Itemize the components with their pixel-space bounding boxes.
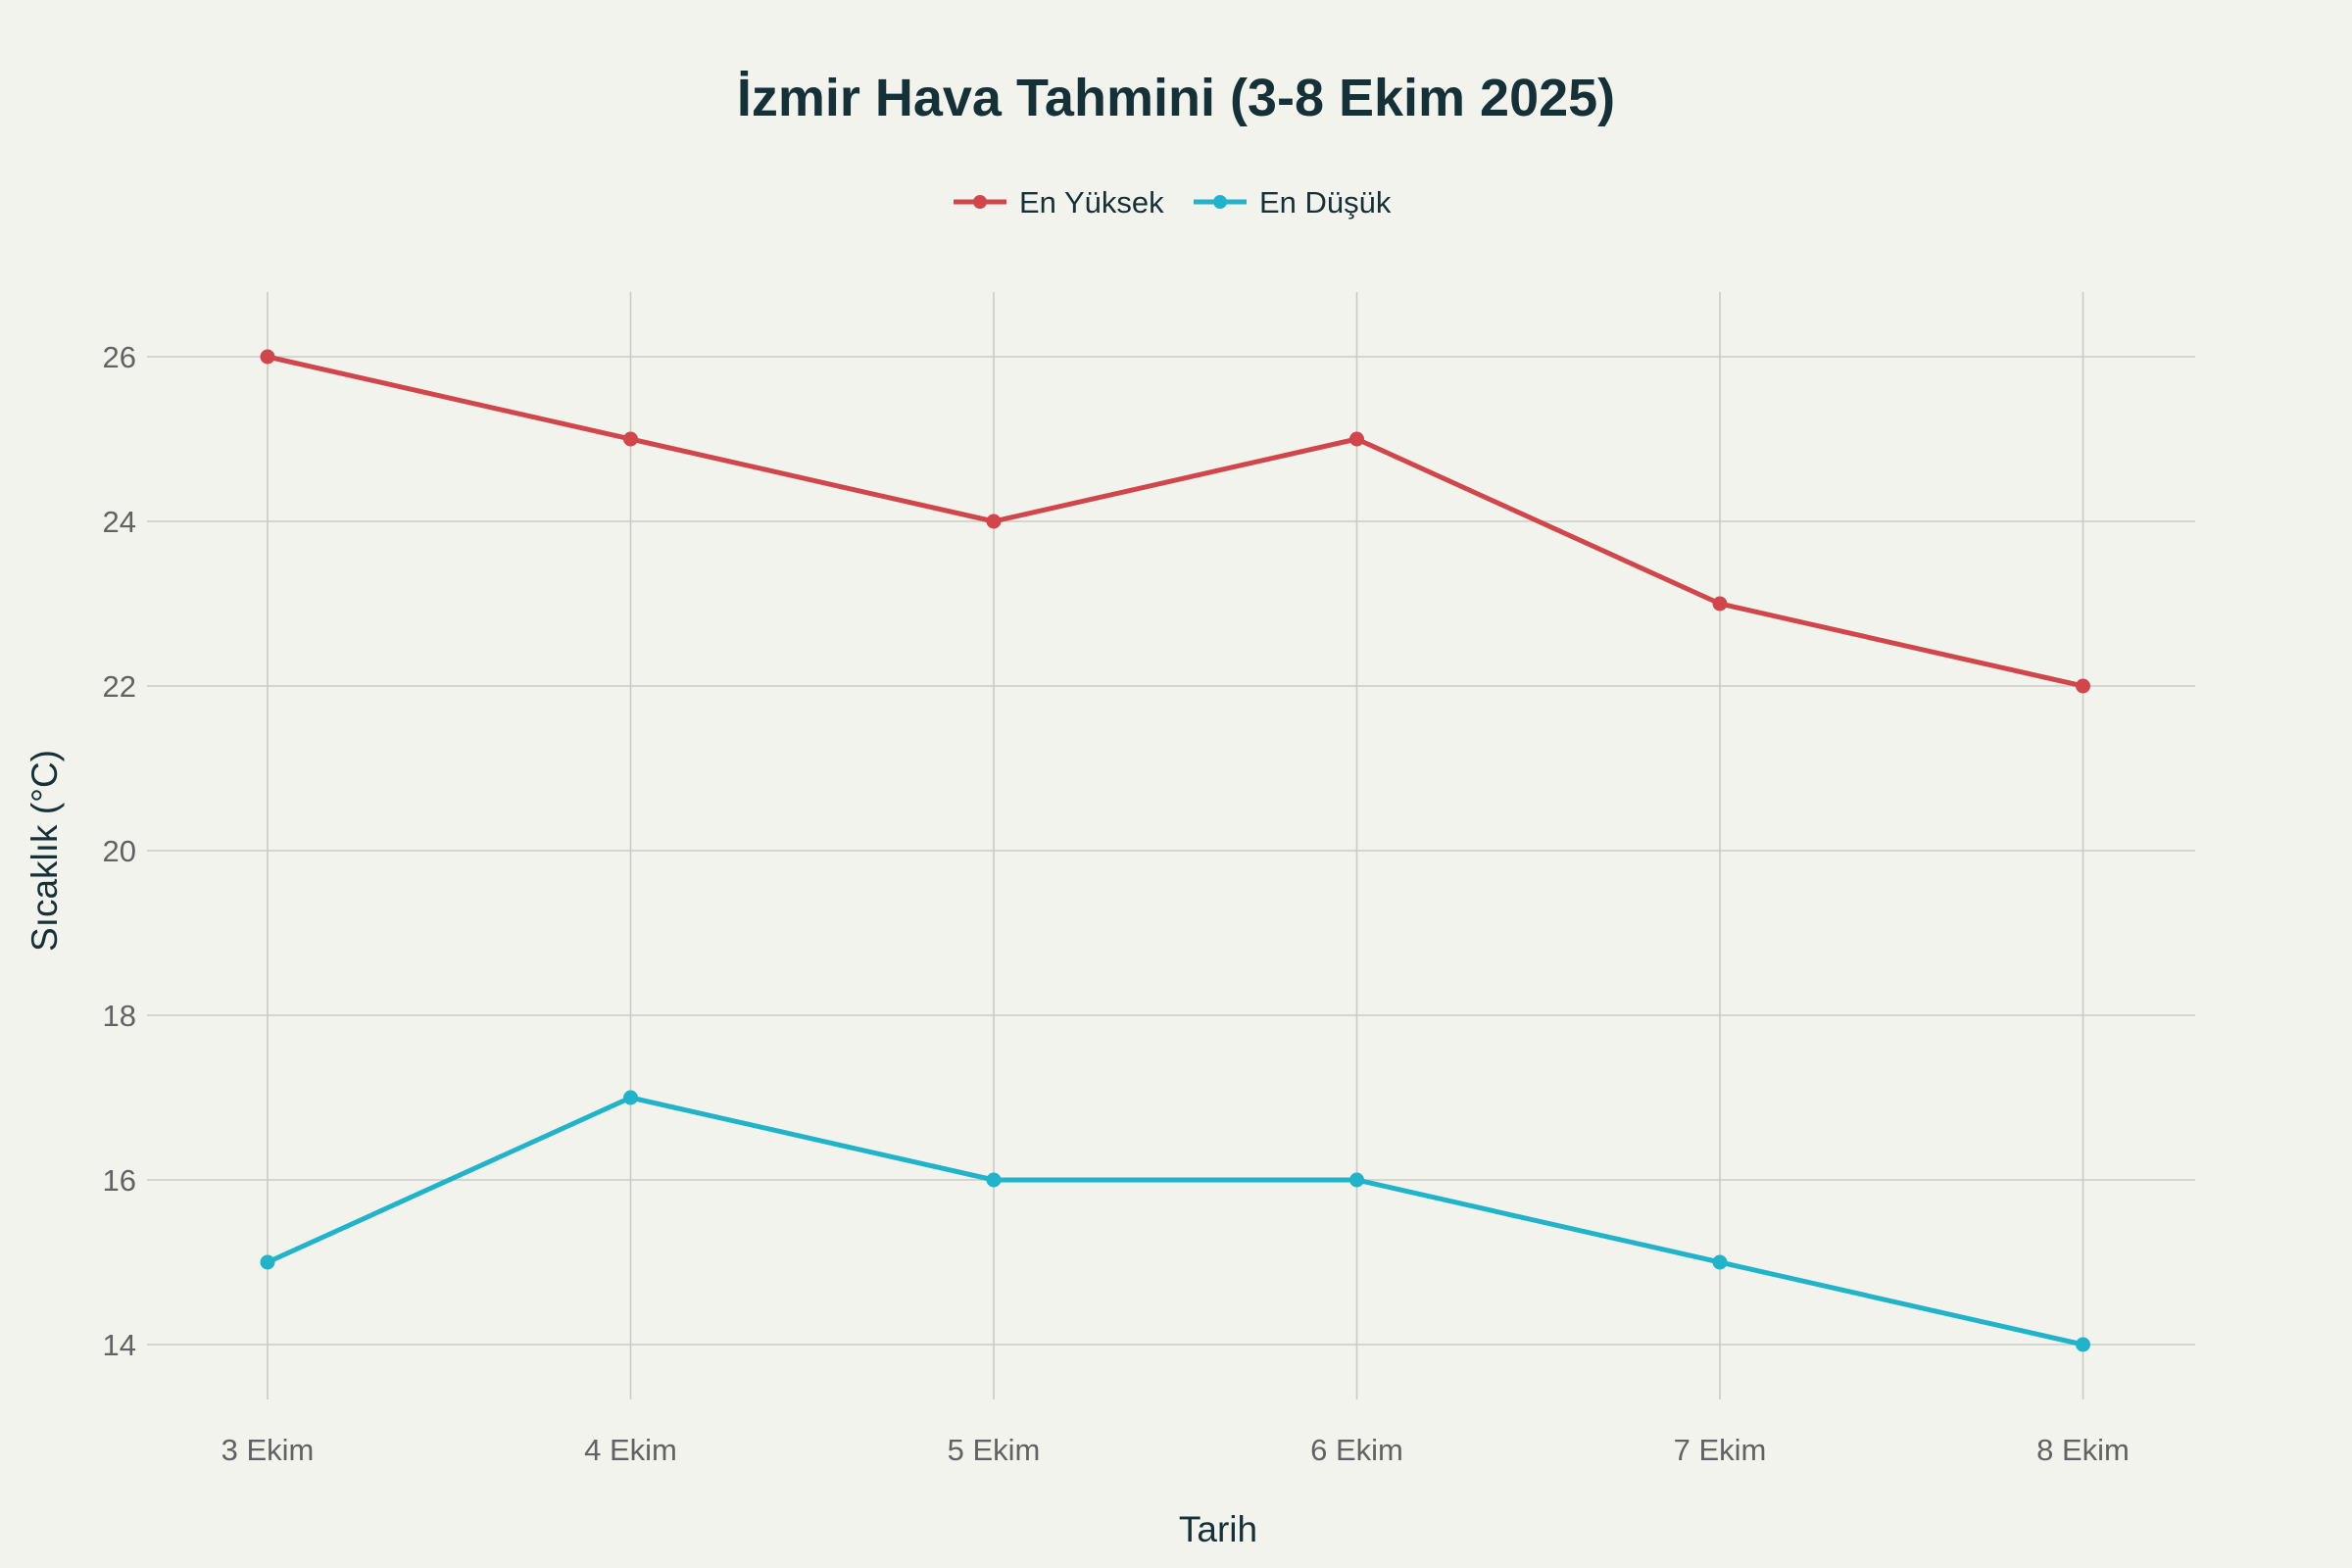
y-tick-label-22: 22 — [103, 669, 136, 704]
legend-label-min: En Düşük — [1259, 185, 1392, 220]
x-tick-label-3: 6 Ekim — [1310, 1433, 1403, 1467]
chart-title: İzmir Hava Tahmini (3-8 Ekim 2025) — [737, 69, 1615, 127]
horizontal-gridlines — [147, 356, 2195, 1346]
legend-item-max[interactable]: En Yüksek — [954, 185, 1164, 220]
data-point-min-4[interactable] — [1712, 1254, 1728, 1270]
y-tick-label-26: 26 — [103, 340, 136, 374]
y-tick-label-16: 16 — [103, 1163, 136, 1198]
y-tick-label-18: 18 — [103, 999, 136, 1033]
data-point-max-2[interactable] — [986, 514, 1002, 529]
x-tick-label-0: 3 Ekim — [221, 1433, 315, 1467]
data-point-max-0[interactable] — [260, 349, 275, 365]
data-point-min-1[interactable] — [623, 1090, 638, 1105]
legend-marker-max — [973, 195, 987, 209]
legend-item-min[interactable]: En Düşük — [1194, 185, 1392, 220]
series-line-min — [265, 1095, 2085, 1348]
x-axis-ticks: 3 Ekim 4 Ekim 5 Ekim 6 Ekim 7 Ekim 8 Ekim — [221, 1433, 2130, 1467]
data-point-min-3[interactable] — [1349, 1172, 1364, 1188]
data-point-min-0[interactable] — [260, 1254, 275, 1270]
x-tick-label-2: 5 Ekim — [948, 1433, 1041, 1467]
legend-marker-min — [1213, 195, 1227, 209]
x-axis-title: Tarih — [1179, 1509, 1257, 1549]
data-point-max-5[interactable] — [2076, 678, 2090, 694]
y-axis-ticks: 14 16 18 20 22 24 26 — [103, 340, 136, 1362]
y-tick-label-24: 24 — [103, 505, 136, 539]
series-line-max — [265, 354, 2085, 689]
y-tick-label-14: 14 — [103, 1328, 136, 1362]
legend: En Yüksek En Düşük — [954, 185, 1392, 220]
y-axis-title: Sıcaklık (°C) — [24, 750, 65, 952]
data-point-min-2[interactable] — [986, 1172, 1002, 1188]
data-point-max-1[interactable] — [623, 431, 638, 447]
vertical-gridlines — [267, 292, 2084, 1399]
data-point-max-3[interactable] — [1349, 431, 1364, 447]
x-tick-label-1: 4 Ekim — [584, 1433, 677, 1467]
y-tick-label-20: 20 — [103, 834, 136, 868]
data-point-min-5[interactable] — [2076, 1337, 2090, 1352]
x-tick-label-5: 8 Ekim — [2036, 1433, 2130, 1467]
data-point-max-4[interactable] — [1712, 596, 1728, 612]
legend-label-max: En Yüksek — [1019, 185, 1164, 220]
series-min — [260, 1090, 2090, 1352]
x-tick-label-4: 7 Ekim — [1674, 1433, 1767, 1467]
series-layer — [260, 349, 2090, 1352]
series-max — [260, 349, 2090, 694]
